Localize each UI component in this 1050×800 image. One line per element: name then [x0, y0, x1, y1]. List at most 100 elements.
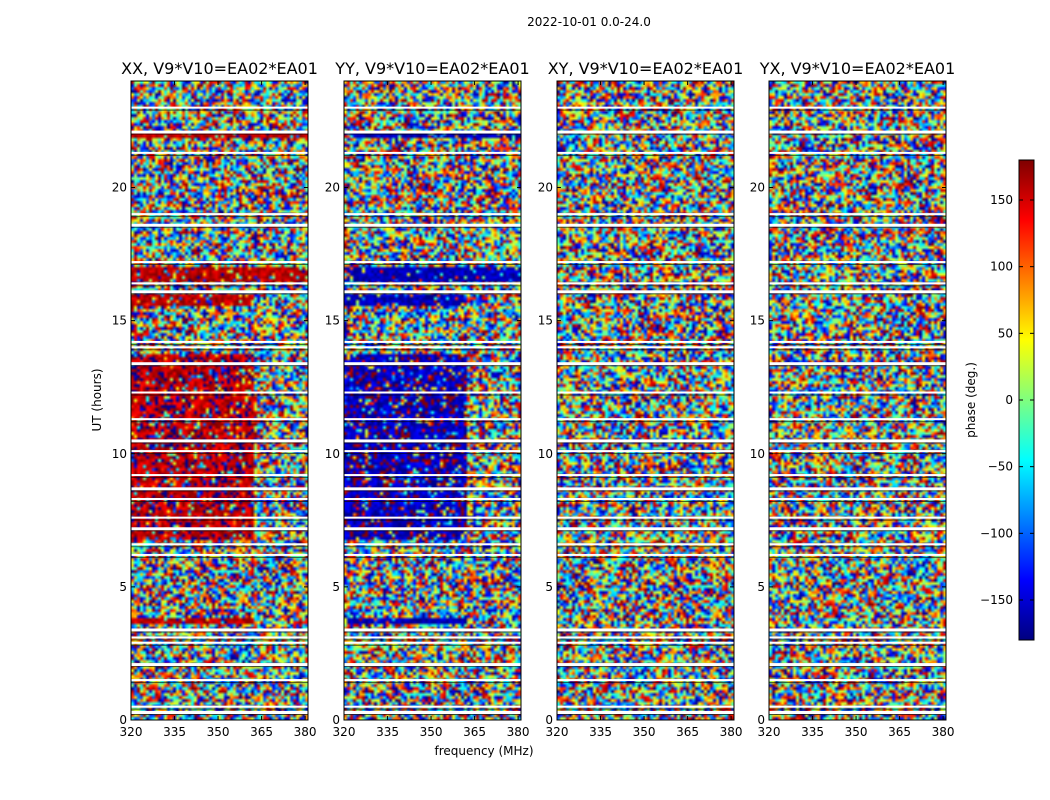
panel-title: YX, V9*V10=EA02*EA01	[759, 59, 956, 78]
flagged-row-edge	[344, 453, 521, 455]
flagged-row-edge	[344, 421, 521, 423]
flagged-row-edge	[769, 226, 946, 228]
flagged-row	[131, 130, 308, 134]
flagged-row	[344, 346, 521, 349]
flagged-row	[131, 223, 308, 227]
flagged-row	[769, 474, 946, 477]
flagged-row-edge	[557, 343, 734, 345]
x-tick-label: 365	[250, 725, 273, 739]
colorbar-tick-label: 100	[990, 260, 1013, 274]
flagged-row-edge	[769, 519, 946, 521]
y-axis-label: UT (hours)	[90, 368, 104, 431]
y-tick-label: 15	[325, 314, 340, 328]
flagged-row-edge	[557, 133, 734, 135]
flagged-row-edge	[131, 714, 308, 716]
flagged-row-edge	[131, 682, 308, 684]
flagged-row	[769, 261, 946, 264]
flagged-row	[131, 391, 308, 394]
flagged-row-edge	[557, 639, 734, 641]
flagged-row	[131, 151, 308, 154]
flagged-row	[769, 705, 946, 708]
flagged-row-edge	[557, 631, 734, 633]
flagged-row	[344, 290, 521, 294]
flagged-row-edge	[769, 109, 946, 111]
flagged-row	[131, 543, 308, 546]
flagged-row-edge	[557, 453, 734, 455]
colorbar-tick-label: −50	[988, 460, 1013, 474]
x-axis-label: frequency (MHz)	[434, 744, 533, 758]
panel-4: YX, V9*V10=EA02*EA01 320 335 350 365 380 0 5 10 1…	[750, 59, 956, 739]
flagged-row-edge	[557, 546, 734, 548]
y-tick-label: 0	[332, 713, 340, 727]
flagged-row-edge	[344, 631, 521, 633]
flagged-row-edge	[131, 442, 308, 444]
heatmap-image	[557, 81, 734, 720]
flagged-row	[344, 628, 521, 632]
flagged-row	[557, 213, 734, 216]
flagged-row-edge	[344, 682, 521, 684]
flagged-row	[344, 282, 521, 285]
x-tick-label: 320	[120, 725, 143, 739]
flagged-row	[557, 282, 734, 285]
flagged-row-edge	[557, 109, 734, 111]
y-tick-label: 10	[750, 447, 765, 461]
flagged-row	[131, 261, 308, 264]
flagged-row	[557, 439, 734, 443]
x-tick-label: 365	[463, 725, 486, 739]
x-tick-label: 320	[333, 725, 356, 739]
flagged-row-edge	[769, 421, 946, 423]
flagged-row-edge	[769, 666, 946, 668]
y-tick-label: 0	[119, 713, 127, 727]
x-tick-label: 350	[420, 725, 443, 739]
flagged-row-edge	[131, 666, 308, 668]
y-tick-label: 15	[750, 314, 765, 328]
flagged-row	[557, 641, 734, 644]
flagged-row	[557, 553, 734, 556]
flagged-row	[131, 213, 308, 216]
flagged-row	[131, 362, 308, 366]
y-tick-label: 5	[757, 580, 765, 594]
flagged-row-edge	[557, 501, 734, 503]
flagged-row	[769, 516, 946, 519]
flagged-row	[344, 450, 521, 453]
x-tick-label: 380	[720, 725, 743, 739]
flagged-row-edge	[557, 644, 734, 646]
flagged-row	[344, 391, 521, 394]
flagged-row-edge	[769, 530, 946, 532]
flagged-row-edge	[344, 477, 521, 479]
flagged-row	[344, 213, 521, 216]
x-tick-label: 380	[507, 725, 530, 739]
flagged-row	[344, 516, 521, 519]
flagged-row-edge	[344, 714, 521, 716]
flagged-row-edge	[769, 216, 946, 218]
y-tick-label: 20	[750, 181, 765, 195]
flagged-row-edge	[131, 293, 308, 295]
flagged-row-edge	[131, 631, 308, 633]
flagged-row-edge	[131, 285, 308, 287]
axes-frame	[768, 80, 947, 721]
flagged-row	[769, 290, 946, 294]
flagged-row-edge	[769, 154, 946, 156]
flagged-row-edge	[344, 490, 521, 492]
flagged-row-edge	[557, 530, 734, 532]
flagged-row	[344, 474, 521, 477]
panel-title: YY, V9*V10=EA02*EA01	[334, 59, 529, 78]
flagged-row-edge	[769, 477, 946, 479]
flagged-row-edge	[131, 556, 308, 558]
flagged-row	[769, 628, 946, 632]
flagged-row-edge	[131, 264, 308, 266]
y-tick-label: 10	[538, 447, 553, 461]
flagged-row	[131, 487, 308, 491]
x-tick-label: 320	[546, 725, 569, 739]
y-tick-label: 10	[325, 447, 340, 461]
flagged-row-edge	[344, 556, 521, 558]
flagged-row-edge	[344, 293, 521, 295]
flagged-row	[769, 106, 946, 109]
flagged-row-edge	[131, 154, 308, 156]
flagged-row-edge	[131, 394, 308, 396]
flagged-row	[344, 261, 521, 264]
flagged-row-edge	[131, 133, 308, 135]
flagged-row-edge	[344, 343, 521, 345]
flagged-row-edge	[557, 666, 734, 668]
